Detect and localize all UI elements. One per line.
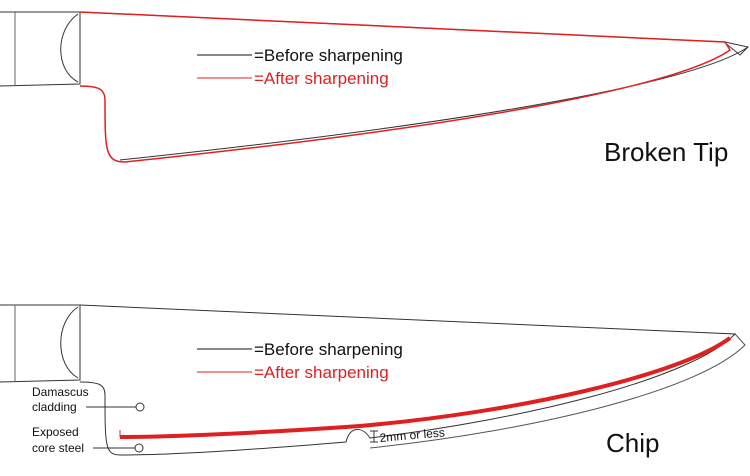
panel-label: Broken Tip [604, 137, 728, 167]
annotation: Damascus [32, 385, 89, 399]
knife-broken-tip [0, 11, 750, 163]
panel-label: Chip [606, 428, 659, 458]
legend-before: =Before sharpening [254, 340, 403, 359]
annotation: Exposed [32, 425, 79, 439]
knife-chip [0, 304, 746, 456]
leader-dot [134, 443, 144, 453]
annotation: core steel [32, 441, 84, 455]
legend-after: =After sharpening [254, 69, 389, 88]
annotation: 2mm or less [379, 425, 445, 445]
legend-after: =After sharpening [254, 363, 389, 382]
legend-before: =Before sharpening [254, 46, 403, 65]
leader-dot [135, 402, 145, 412]
annotation: cladding [32, 400, 77, 414]
